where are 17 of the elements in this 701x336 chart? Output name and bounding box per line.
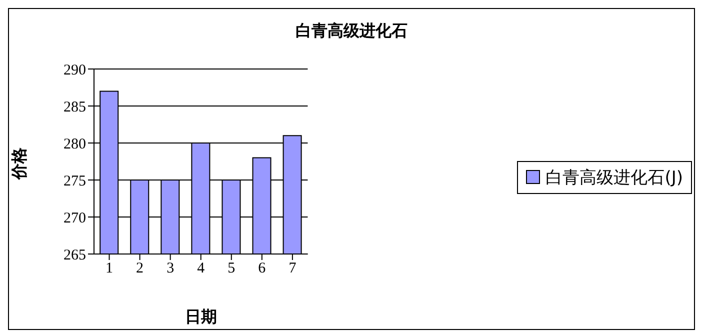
y-tick-label: 270 [64, 210, 86, 226]
x-tick-label: 5 [228, 260, 236, 277]
y-tick-label: 285 [64, 99, 86, 116]
text: 白青高级进化石 [294, 21, 408, 42]
y-axis-title: 价格 [10, 146, 29, 180]
x-tick-label: 7 [288, 260, 297, 277]
x-tick-label: 3 [166, 260, 174, 277]
y-tick-label: 280 [64, 136, 86, 152]
x-tick-label: 6 [258, 260, 266, 277]
x-tick-label: 2 [136, 260, 144, 277]
y-tick-label: 265 [64, 247, 86, 264]
x-axis-title: 日期 [184, 307, 217, 326]
y-tick-label: 275 [64, 173, 86, 190]
y-tick-label: 290 [64, 62, 86, 78]
legend-label: 白青高级进化石(J) [546, 166, 683, 188]
x-tick-label: 4 [197, 260, 206, 277]
x-tick-label: 1 [106, 260, 114, 277]
